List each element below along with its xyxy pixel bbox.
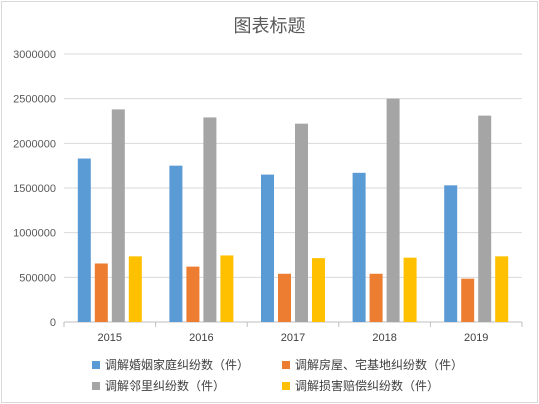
bar [461,278,475,322]
bar [312,258,325,322]
legend-label: 调解损害赔偿纠纷数（件） [295,379,440,393]
x-tick-label: 2015 [98,332,122,344]
bar [478,115,492,322]
bar [94,263,108,322]
bar [169,165,183,322]
bar [352,172,366,322]
legend-label: 调解婚姻家庭纠纷数（件） [105,358,250,372]
legend-label: 调解房屋、宅基地纠纷数（件） [295,358,464,372]
legend-swatch [282,360,290,369]
x-tick-label: 2017 [281,332,305,344]
bar [128,256,142,322]
legend-item: 调解邻里纠纷数（件） [92,377,282,394]
x-tick-label: 2016 [189,332,213,344]
chart-legend: 调解婚姻家庭纠纷数（件） 调解房屋、宅基地纠纷数（件） 调解邻里纠纷数（件） 调解损害… [92,356,522,394]
bar [386,98,400,323]
bar [186,266,200,322]
bar [295,123,308,323]
y-tick-label: 1000000 [13,228,56,240]
y-tick-label: 0 [50,317,56,329]
bar [261,174,274,322]
x-tick-label: 2019 [464,332,488,344]
bar [403,257,417,322]
bar [77,158,91,322]
x-tick-label: 2018 [372,332,396,344]
legend-swatch [92,360,100,369]
bar [369,273,383,322]
y-tick-label: 1500000 [13,183,56,195]
y-tick-label: 500000 [19,272,56,284]
legend-item: 调解损害赔偿纠纷数（件） [282,377,482,394]
y-tick-label: 2000000 [13,138,56,150]
y-tick-label: 2500000 [13,94,56,106]
bar [444,185,458,322]
legend-label: 调解邻里纠纷数（件） [105,379,226,393]
bar [278,273,291,322]
legend-item: 调解房屋、宅基地纠纷数（件） [282,356,482,373]
bar [220,255,234,322]
bar [203,117,217,322]
bar [111,109,125,323]
legend-swatch [92,381,100,390]
y-tick-label: 3000000 [13,49,56,61]
bar [495,256,509,322]
legend-swatch [282,381,290,390]
legend-item: 调解婚姻家庭纠纷数（件） [92,356,282,373]
chart-title: 图表标题 [233,16,306,37]
